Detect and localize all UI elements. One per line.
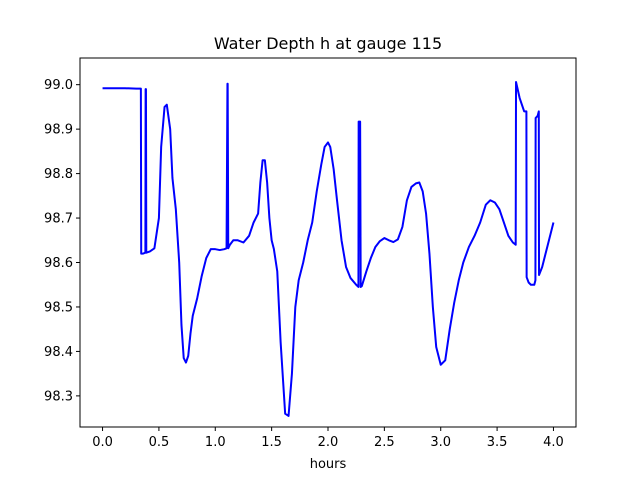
plot-area: [79, 57, 577, 428]
x-tick-label: 3.5: [487, 435, 508, 450]
x-axis-label: hours: [310, 457, 347, 472]
x-tick-label: 4.0: [543, 435, 564, 450]
x-tick-label: 2.5: [374, 435, 395, 450]
series-line-water-depth: [102, 81, 555, 417]
y-tick-label: 98.7: [44, 212, 73, 227]
y-tick-label: 98.5: [44, 300, 73, 315]
x-tick-label: 3.0: [430, 435, 451, 450]
y-tick-label: 99.0: [44, 78, 73, 93]
y-tick-label: 98.9: [44, 123, 73, 138]
x-tick-label: 0.0: [92, 435, 113, 450]
y-tick-label: 98.8: [44, 167, 73, 182]
y-tick-label: 98.3: [44, 389, 73, 404]
x-tick-label: 2.0: [318, 435, 339, 450]
y-axis: 98.3 98.4 98.5 98.6 98.7 98.8 98.9 99.0: [44, 78, 80, 404]
y-tick-label: 98.6: [44, 256, 73, 271]
chart-title: Water Depth h at gauge 115: [214, 34, 442, 53]
y-tick-label: 98.4: [44, 345, 73, 360]
x-tick-label: 1.5: [261, 435, 282, 450]
x-tick-label: 0.5: [149, 435, 170, 450]
x-axis: 0.0 0.5 1.0 1.5 2.0 2.5 3.0 3.5 4.0: [92, 427, 564, 450]
x-tick-label: 1.0: [205, 435, 226, 450]
